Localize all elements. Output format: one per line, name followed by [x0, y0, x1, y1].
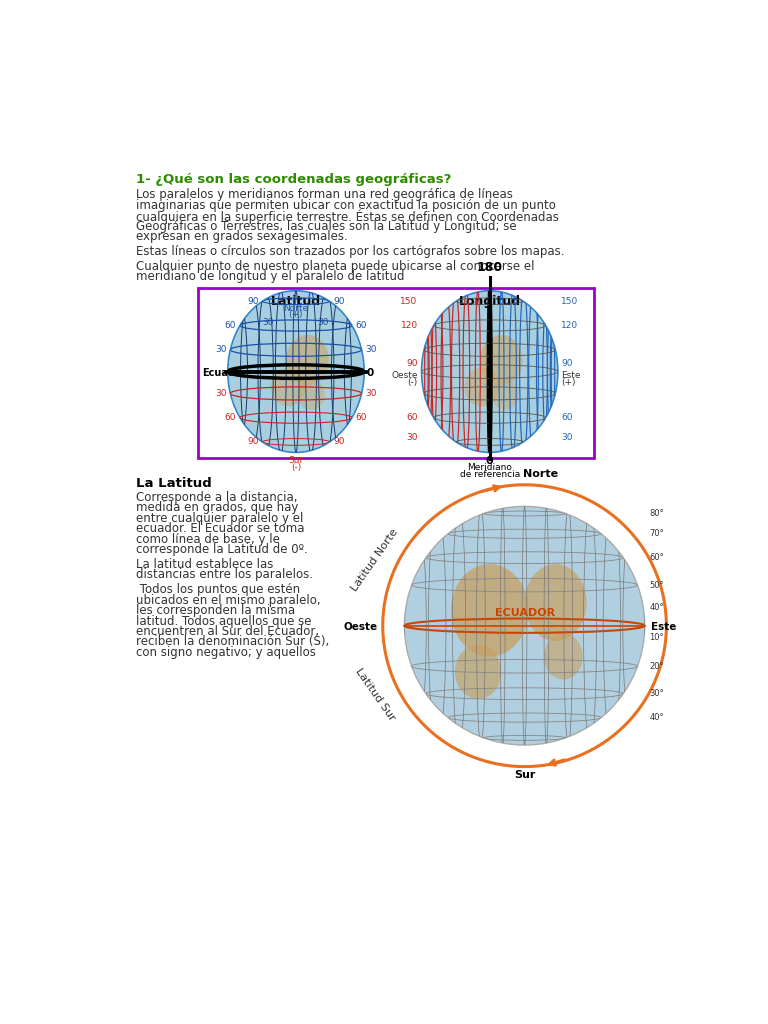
Text: (-): (-) — [291, 463, 301, 472]
Text: (-): (-) — [407, 378, 418, 387]
Text: 10°: 10° — [650, 633, 664, 642]
Text: La Latitud: La Latitud — [136, 477, 212, 490]
Text: Geográficas o Terrestres, las cuales son la Latitud y Longitud; se: Geográficas o Terrestres, las cuales son… — [136, 219, 517, 232]
Text: 80°: 80° — [650, 509, 664, 518]
Ellipse shape — [465, 368, 499, 407]
Text: meridiano de longitud y el paralelo de latitud: meridiano de longitud y el paralelo de l… — [136, 270, 405, 284]
Text: 150: 150 — [561, 297, 578, 306]
Text: 30: 30 — [406, 433, 418, 442]
Text: Todos los puntos que estén: Todos los puntos que estén — [136, 584, 300, 596]
Ellipse shape — [480, 335, 523, 385]
Text: Latitud Sur: Latitud Sur — [353, 667, 397, 723]
Text: Longitud: Longitud — [458, 295, 521, 307]
Text: 90: 90 — [247, 437, 259, 446]
Text: Este: Este — [651, 623, 677, 632]
FancyBboxPatch shape — [198, 289, 594, 458]
Text: 60: 60 — [356, 413, 367, 422]
Text: expresan en grados sexagesimales.: expresan en grados sexagesimales. — [136, 230, 348, 243]
Text: Sur: Sur — [288, 457, 303, 465]
Text: (+): (+) — [561, 378, 575, 387]
Text: 60°: 60° — [650, 553, 664, 562]
Text: ubicados en el mismo paralelo,: ubicados en el mismo paralelo, — [136, 594, 321, 607]
Text: Este: Este — [561, 371, 581, 380]
Text: encuentren al Sur del Ecuador,: encuentren al Sur del Ecuador, — [136, 625, 319, 638]
Text: 30: 30 — [263, 317, 274, 327]
Text: medida en grados, que hay: medida en grados, que hay — [136, 502, 299, 514]
Text: 40°: 40° — [650, 603, 664, 612]
Text: 60: 60 — [356, 321, 367, 330]
Text: 0: 0 — [486, 457, 494, 466]
Text: 30: 30 — [561, 433, 572, 442]
Text: ECUADOR: ECUADOR — [495, 608, 554, 618]
Text: Oeste: Oeste — [391, 371, 418, 380]
Text: 60: 60 — [224, 321, 236, 330]
Ellipse shape — [298, 379, 325, 410]
Text: de referencia: de referencia — [459, 470, 520, 479]
Text: Latitud Norte: Latitud Norte — [349, 527, 400, 593]
Text: 30°: 30° — [650, 689, 664, 698]
Text: 0: 0 — [366, 369, 374, 378]
Text: 60: 60 — [561, 413, 572, 422]
Text: 60: 60 — [406, 413, 418, 422]
Text: 60: 60 — [224, 413, 236, 422]
Text: Sur: Sur — [514, 770, 535, 779]
Text: 90: 90 — [247, 297, 259, 306]
Text: Oeste: Oeste — [343, 623, 377, 632]
Text: 120: 120 — [400, 321, 418, 330]
Text: Corresponde a la distancia,: Corresponde a la distancia, — [136, 490, 298, 504]
Text: 20°: 20° — [650, 662, 664, 671]
Text: les corresponden la misma: les corresponden la misma — [136, 604, 296, 617]
Text: 70°: 70° — [650, 529, 664, 539]
Ellipse shape — [525, 564, 587, 641]
Text: con signo negativo; y aquellos: con signo negativo; y aquellos — [136, 646, 316, 658]
Text: 90: 90 — [333, 437, 345, 446]
Ellipse shape — [451, 564, 528, 656]
Text: Cualquier punto de nuestro planeta puede ubicarse al conocerse el: Cualquier punto de nuestro planeta puede… — [136, 260, 535, 273]
Text: 90: 90 — [406, 359, 418, 368]
Text: ecuador. El Ecuador se toma: ecuador. El Ecuador se toma — [136, 522, 305, 536]
Text: 90: 90 — [333, 297, 345, 306]
Ellipse shape — [405, 506, 644, 745]
Text: 30: 30 — [215, 345, 227, 354]
Text: 30: 30 — [318, 317, 329, 327]
Text: La latitud establece las: La latitud establece las — [136, 558, 273, 571]
Ellipse shape — [422, 291, 558, 453]
Text: cualquiera en la superficie terrestre. Éstas se definen con Coordenadas: cualquiera en la superficie terrestre. É… — [136, 209, 559, 223]
Text: Meridiano: Meridiano — [467, 463, 512, 472]
Text: (+): (+) — [289, 310, 303, 319]
Text: reciben la denominación Sur (S),: reciben la denominación Sur (S), — [136, 635, 329, 648]
Text: Norte: Norte — [522, 469, 558, 479]
Text: distancias entre los paralelos.: distancias entre los paralelos. — [136, 568, 313, 582]
Text: imaginarias que permiten ubicar con exactitud la posición de un punto: imaginarias que permiten ubicar con exac… — [136, 199, 556, 212]
Text: 150: 150 — [400, 297, 418, 306]
Text: latitud. Todos aquellos que se: latitud. Todos aquellos que se — [136, 614, 312, 628]
Text: corresponde la Latitud de 0º.: corresponde la Latitud de 0º. — [136, 543, 308, 556]
Text: 30: 30 — [215, 389, 227, 398]
Ellipse shape — [228, 291, 364, 453]
Ellipse shape — [455, 645, 502, 698]
Text: Norte: Norte — [283, 304, 309, 312]
Ellipse shape — [492, 379, 518, 410]
Ellipse shape — [271, 368, 306, 407]
Text: entre cualquier paralelo y el: entre cualquier paralelo y el — [136, 512, 303, 524]
Text: Latitud: Latitud — [271, 295, 321, 307]
Text: Los paralelos y meridianos forman una red geográfica de líneas: Los paralelos y meridianos forman una re… — [136, 188, 513, 202]
Text: 180: 180 — [477, 261, 503, 273]
Text: 50°: 50° — [650, 581, 664, 590]
Text: Estas líneas o círculos son trazados por los cartógrafos sobre los mapas.: Estas líneas o círculos son trazados por… — [136, 245, 564, 258]
Text: 30: 30 — [366, 345, 377, 354]
Text: Ecuador: Ecuador — [202, 369, 247, 378]
Text: 30: 30 — [366, 389, 377, 398]
Text: 40°: 40° — [650, 713, 664, 722]
Text: 90: 90 — [561, 359, 572, 368]
Text: 1- ¿Qué son las coordenadas geográficas?: 1- ¿Qué son las coordenadas geográficas? — [136, 173, 452, 186]
Ellipse shape — [286, 335, 329, 385]
Ellipse shape — [544, 634, 583, 680]
Text: 120: 120 — [561, 321, 578, 330]
Text: como línea de base, y le: como línea de base, y le — [136, 532, 280, 546]
